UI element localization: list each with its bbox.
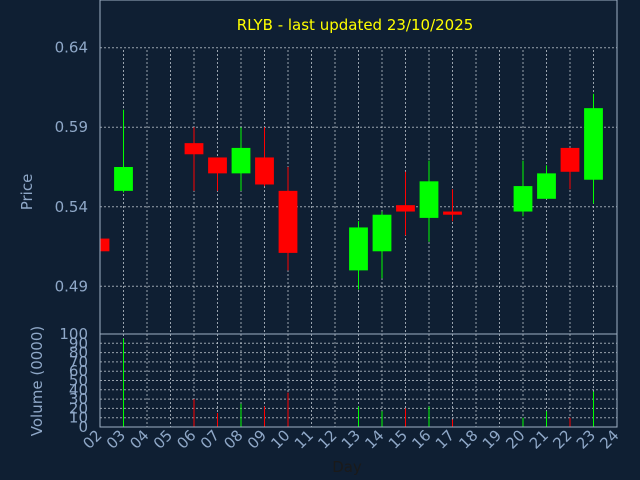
x-tick-label: 21 bbox=[526, 426, 552, 452]
candle-body bbox=[278, 190, 298, 253]
candle-body bbox=[231, 147, 251, 174]
x-tick-label: 04 bbox=[126, 426, 152, 452]
candle bbox=[208, 157, 227, 191]
candle bbox=[231, 127, 251, 191]
candle bbox=[184, 127, 204, 191]
candle-body bbox=[349, 227, 368, 271]
price-tick-label: 0.59 bbox=[55, 118, 88, 136]
price-tick-label: 0.49 bbox=[55, 277, 88, 295]
price-panel: 0.49 0.54 0.59 0.64 Price bbox=[18, 0, 618, 335]
price-axis-label: Price bbox=[18, 174, 36, 211]
x-tick-label: 10 bbox=[267, 426, 293, 452]
volume-tick-label: 40 bbox=[69, 381, 88, 399]
candle-body bbox=[184, 143, 204, 155]
volume-tick-label: 20 bbox=[69, 399, 88, 417]
volume-tick-label: 60 bbox=[69, 362, 88, 380]
price-tick-label: 0.54 bbox=[55, 198, 88, 216]
x-tick-label: 06 bbox=[173, 426, 199, 452]
x-tick-label: 12 bbox=[314, 426, 340, 452]
candle bbox=[419, 160, 439, 242]
candle-body bbox=[513, 186, 533, 212]
candle bbox=[513, 160, 533, 217]
x-tick-label: 24 bbox=[596, 426, 622, 452]
candle-body bbox=[537, 173, 556, 199]
price-tick-label: 0.64 bbox=[55, 39, 88, 57]
x-tick-label: 03 bbox=[103, 426, 129, 452]
candle-body bbox=[372, 214, 392, 252]
price-candles bbox=[99, 93, 603, 290]
volume-tick-label: 30 bbox=[69, 390, 88, 408]
candle-body bbox=[396, 205, 415, 212]
price-y-ticks: 0.49 0.54 0.59 0.64 bbox=[55, 39, 88, 296]
x-tick-label: 09 bbox=[244, 426, 270, 452]
candle-body bbox=[208, 157, 227, 174]
x-tick-label: 05 bbox=[150, 426, 176, 452]
candle bbox=[584, 93, 603, 204]
candle-body bbox=[114, 167, 133, 191]
candle bbox=[443, 189, 462, 222]
candle-body bbox=[100, 238, 110, 252]
x-tick-label: 18 bbox=[455, 426, 481, 452]
candle-body bbox=[584, 108, 603, 180]
candle bbox=[372, 211, 392, 279]
x-tick-label: 16 bbox=[408, 426, 434, 452]
x-tick-label: 19 bbox=[479, 426, 505, 452]
x-tick-label: 11 bbox=[291, 426, 317, 452]
volume-axis-label: Volume (0000) bbox=[28, 326, 46, 436]
candle bbox=[537, 165, 556, 199]
candle-body bbox=[443, 211, 462, 215]
candle-body bbox=[419, 181, 439, 218]
x-tick-label: 08 bbox=[220, 426, 246, 452]
volume-tick-label: 50 bbox=[69, 372, 88, 390]
x-axis-label: Day bbox=[332, 458, 362, 476]
candle bbox=[560, 147, 580, 190]
candle-body bbox=[560, 147, 580, 172]
candle bbox=[278, 167, 298, 271]
volume-plot-frame bbox=[99, 333, 618, 428]
x-tick-label: 17 bbox=[432, 426, 458, 452]
x-tick-label: 13 bbox=[338, 426, 364, 452]
x-tick-label: 15 bbox=[385, 426, 411, 452]
x-tick-label: 22 bbox=[549, 426, 575, 452]
volume-tick-label: 100 bbox=[59, 325, 88, 343]
volume-tick-label: 80 bbox=[69, 344, 88, 362]
x-tick-label: 07 bbox=[197, 426, 223, 452]
volume-tick-label: 90 bbox=[69, 334, 88, 352]
volume-tick-label: 70 bbox=[69, 353, 88, 371]
candle bbox=[396, 171, 415, 236]
volume-tick-label: 10 bbox=[69, 409, 88, 427]
candle-body bbox=[255, 157, 274, 185]
x-ticks: 0203040506070809101112131415161718192021… bbox=[79, 426, 622, 452]
x-tick-label: 23 bbox=[573, 426, 599, 452]
x-tick-label: 20 bbox=[502, 426, 528, 452]
volume-tick-label: 0 bbox=[78, 418, 88, 436]
candle bbox=[255, 127, 274, 187]
volume-bars bbox=[123, 338, 594, 427]
candle bbox=[99, 238, 110, 252]
candle bbox=[349, 221, 368, 290]
candle bbox=[114, 109, 133, 193]
chart-title: RLYB - last updated 23/10/2025 bbox=[237, 16, 474, 34]
x-tick-label: 14 bbox=[361, 426, 387, 452]
